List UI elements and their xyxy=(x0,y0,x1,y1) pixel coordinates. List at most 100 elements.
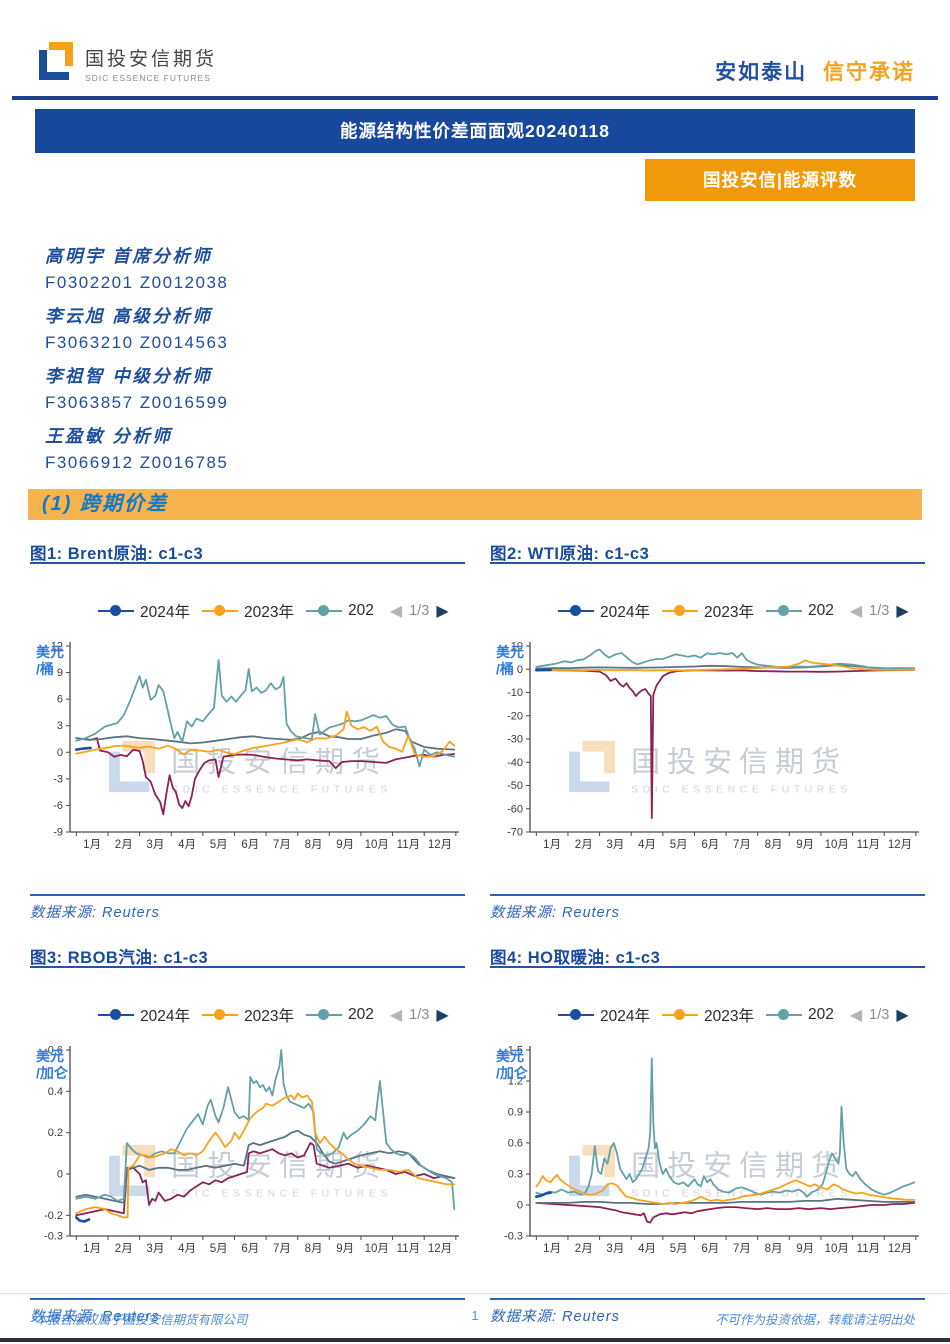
svg-text:0: 0 xyxy=(517,1200,523,1212)
header: 国投安信期货 SDIC ESSENCE FUTURES 安如泰山 信守承诺 xyxy=(0,0,950,86)
line-chart: 12 9 6 3 0 -3 -6 -9 1月 2月 3月 4月 5月 6月 7月 8月 9月 10月 11月 12月 xyxy=(51,641,459,851)
legend-pager-next-icon[interactable]: ▶ xyxy=(896,1007,909,1024)
analyst-code: F3066912 Z0016785 xyxy=(45,453,229,472)
svg-text:5月: 5月 xyxy=(210,839,228,851)
chart-canvas: 美元/桶 2024年 2023年 202 ◀ 1/3 ▶ 国投安信期货 SDIC ESSEN… xyxy=(490,598,925,894)
legend-marker-icon xyxy=(201,605,238,617)
legend-label: 2023年 xyxy=(703,1008,754,1025)
legend-item: 2023年 xyxy=(661,600,754,622)
brand-name-en: SDIC ESSENCE FUTURES xyxy=(85,73,211,83)
legend-pager-count: 1/3 xyxy=(409,603,430,619)
svg-text:6月: 6月 xyxy=(701,1243,719,1255)
chart-legend: 2024年 2023年 202 ◀ 1/3 ▶ xyxy=(98,1002,465,1028)
svg-text:2月: 2月 xyxy=(115,1243,133,1255)
chart-block-ho: 图4: HO取暖油: c1-c3 美元/加仑 2024年 2023年 202 ◀ 1/3… xyxy=(490,944,925,1326)
legend-pager-next-icon[interactable]: ▶ xyxy=(436,1007,449,1024)
analyst-name: 高明宇 首席分析师 xyxy=(45,246,213,266)
analyst-code: F0302201 Z0012038 xyxy=(45,273,229,292)
data-source: 数据来源: Reuters xyxy=(30,1309,160,1325)
chart-block-rbob: 图3: RBOB汽油: c1-c3 美元/加仑 2024年 2023年 202 ◀ 1/… xyxy=(30,944,465,1326)
chart-block-brent: 图1: Brent原油: c1-c3 美元/桶 2024年 2023年 202 ◀ 1/… xyxy=(30,540,465,922)
svg-text:11月: 11月 xyxy=(397,1243,420,1255)
chart-title-rule xyxy=(30,966,465,968)
svg-text:2月: 2月 xyxy=(575,1243,593,1255)
line-chart: 1.5 1.2 0.9 0.6 0.3 0 -0.3 1月 2月 3月 4月 5月 6月 7月 8月 9月 10… xyxy=(504,1045,919,1255)
legend-pager-prev-icon[interactable]: ◀ xyxy=(389,603,403,620)
svg-text:3: 3 xyxy=(57,720,63,732)
svg-text:10: 10 xyxy=(511,641,523,653)
legend-pager-count: 1/3 xyxy=(869,1007,890,1023)
svg-text:1.2: 1.2 xyxy=(508,1076,523,1088)
series-badge: 国投安信|能源评数 xyxy=(645,159,915,201)
svg-text:12: 12 xyxy=(51,641,63,653)
legend-label: 2023年 xyxy=(243,604,294,621)
legend-item: 202 xyxy=(305,1006,374,1024)
svg-text:1月: 1月 xyxy=(543,839,561,851)
svg-text:10月: 10月 xyxy=(365,1243,389,1255)
analyst-code: F3063210 Z0014563 xyxy=(45,333,229,352)
svg-text:7月: 7月 xyxy=(273,839,291,851)
legend-label: 202 xyxy=(807,602,834,619)
svg-text:1月: 1月 xyxy=(543,1243,561,1255)
footer-disclaimer: 不可作为投资依据，转载请注明出处 xyxy=(714,1313,915,1327)
svg-text:7月: 7月 xyxy=(733,839,751,851)
y-axis-unit: 美元/加仑 xyxy=(36,1048,68,1081)
chart-title-rule xyxy=(490,966,925,968)
svg-text:0: 0 xyxy=(57,1169,63,1181)
data-source: 数据来源: Reuters xyxy=(30,905,160,921)
legend-pager-next-icon[interactable]: ▶ xyxy=(436,603,449,620)
legend-marker-icon xyxy=(98,1009,134,1021)
svg-text:9: 9 xyxy=(57,667,63,679)
svg-text:-3: -3 xyxy=(53,773,63,785)
legend-label: 2024年 xyxy=(600,1008,650,1025)
svg-text:11月: 11月 xyxy=(857,839,880,851)
svg-text:2月: 2月 xyxy=(115,839,133,851)
svg-text:9月: 9月 xyxy=(796,839,814,851)
svg-text:2月: 2月 xyxy=(575,839,593,851)
legend-pager-prev-icon[interactable]: ◀ xyxy=(389,1007,403,1024)
svg-text:-9: -9 xyxy=(53,827,63,839)
data-source: 数据来源: Reuters xyxy=(490,1309,620,1325)
svg-text:5月: 5月 xyxy=(670,1243,688,1255)
legend-marker-icon xyxy=(661,1009,698,1021)
legend-marker-icon xyxy=(201,1009,238,1021)
chart-title: 图4: HO取暖油: c1-c3 xyxy=(490,949,661,967)
legend-item: 2024年 xyxy=(558,1004,650,1026)
legend-item: 2024年 xyxy=(558,600,650,622)
svg-text:12月: 12月 xyxy=(888,839,912,851)
legend-marker-icon xyxy=(558,1009,594,1021)
legend-label: 2024年 xyxy=(600,604,650,621)
bottom-bar xyxy=(0,1338,950,1342)
chart-canvas: 美元/加仑 2024年 2023年 202 ◀ 1/3 ▶ 国投安信期货 SDIC ESSE… xyxy=(490,1002,925,1298)
svg-text:3月: 3月 xyxy=(146,839,164,851)
chart-bottom-rule xyxy=(490,1298,925,1300)
svg-text:6月: 6月 xyxy=(701,839,719,851)
svg-text:-0.2: -0.2 xyxy=(44,1210,63,1222)
legend-pager-prev-icon[interactable]: ◀ xyxy=(849,1007,863,1024)
svg-text:12月: 12月 xyxy=(428,839,452,851)
legend-item: 202 xyxy=(305,602,374,620)
svg-text:12月: 12月 xyxy=(888,1243,912,1255)
legend-marker-icon xyxy=(305,1009,342,1021)
legend-pager-prev-icon[interactable]: ◀ xyxy=(849,603,863,620)
svg-text:11月: 11月 xyxy=(857,1243,880,1255)
svg-text:0: 0 xyxy=(517,664,523,676)
analyst-list: 高明宇 首席分析师 F0302201 Z0012038 李云旭 高级分析师 F3… xyxy=(45,243,950,483)
svg-text:9月: 9月 xyxy=(336,839,354,851)
legend-pager-next-icon[interactable]: ▶ xyxy=(896,603,909,620)
svg-text:0.6: 0.6 xyxy=(508,1138,523,1150)
svg-text:5月: 5月 xyxy=(210,1243,228,1255)
slogan-orange: 信守承诺 xyxy=(823,61,915,84)
svg-text:4月: 4月 xyxy=(638,839,656,851)
svg-text:0.4: 0.4 xyxy=(48,1086,63,1098)
legend-pager: ◀ 1/3 ▶ xyxy=(390,601,449,621)
legend-marker-icon xyxy=(765,605,802,617)
svg-text:3月: 3月 xyxy=(146,1243,164,1255)
svg-text:1月: 1月 xyxy=(83,839,101,851)
chart-legend: 2024年 2023年 202 ◀ 1/3 ▶ xyxy=(558,1002,925,1028)
footer-copyright: 本报告版权属于国投安信期货有限公司 xyxy=(35,1313,248,1327)
chart-title-rule xyxy=(30,562,465,564)
legend-label: 202 xyxy=(807,1006,834,1023)
legend-pager: ◀ 1/3 ▶ xyxy=(850,1005,909,1025)
